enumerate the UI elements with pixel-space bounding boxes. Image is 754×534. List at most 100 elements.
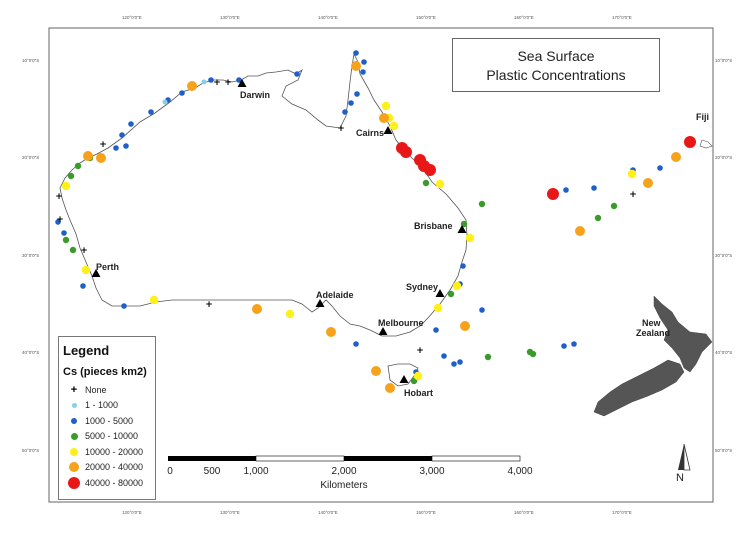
circle-marker-icon [63, 417, 85, 424]
sample-point [400, 146, 412, 158]
legend-title: Legend [63, 343, 110, 358]
sample-point [478, 200, 486, 208]
sample-point [643, 178, 653, 188]
sample-point [657, 165, 663, 171]
legend-subtitle: Cs (pieces km2) [63, 366, 147, 378]
sample-point [379, 113, 389, 123]
sample-point [422, 179, 430, 187]
sample-point [69, 246, 77, 254]
sample-point [561, 343, 567, 349]
sample-point [413, 371, 423, 381]
sample-point [294, 71, 300, 77]
new-zealand-south-island [593, 359, 685, 417]
label-new-zealand-2: Zealand [636, 328, 671, 338]
sample-point [529, 350, 537, 358]
circle-marker-icon [63, 462, 85, 473]
sample-point [627, 169, 637, 179]
plus-marker-icon: + [70, 383, 78, 396]
sample-point [201, 79, 207, 85]
sample-point [348, 100, 354, 106]
lon-top-140: 140°0'0"E [318, 15, 338, 20]
sample-point [361, 59, 367, 65]
scale-label-4000: 4,000 [507, 466, 533, 477]
legend-item-label: None [85, 384, 107, 395]
no-sample-marker: + [99, 140, 107, 150]
sample-point [252, 304, 262, 314]
sample-point [128, 121, 134, 127]
sample-point [81, 265, 91, 275]
sample-point [460, 220, 468, 228]
lon-top-130: 130°0'0"E [220, 15, 240, 20]
scale-unit: Kilometers [320, 480, 368, 491]
sample-point [371, 366, 381, 376]
lon-bottom-140: 140°0'0"E [318, 510, 338, 515]
scale-label-3000: 3,000 [419, 466, 445, 477]
lon-bottom-120: 120°0'0"E [122, 510, 142, 515]
no-sample-marker: + [56, 215, 64, 225]
sample-point [208, 77, 214, 83]
lat-right-40: 40°0'0"S [715, 350, 733, 355]
scale-label-1000: 1,000 [243, 466, 269, 477]
fiji-island [699, 139, 713, 149]
sample-point [460, 321, 470, 331]
no-sample-marker: + [416, 346, 424, 356]
city-triangle-icon [378, 327, 388, 335]
lon-top-150: 150°0'0"E [416, 15, 436, 20]
sample-point [123, 143, 129, 149]
scale-bar [168, 455, 521, 462]
sample-point [67, 172, 75, 180]
circle-marker-icon [63, 447, 85, 456]
sample-point [435, 179, 445, 189]
no-sample-marker: + [224, 78, 232, 88]
no-sample-marker: + [80, 246, 88, 256]
sample-point [353, 50, 359, 56]
no-sample-marker: + [337, 124, 345, 134]
sample-point [591, 185, 597, 191]
map-title-box: Sea Surface Plastic Concentrations [452, 38, 660, 92]
legend-item-label: 40000 - 80000 [85, 477, 144, 488]
city-markers [91, 79, 467, 383]
sample-point [149, 295, 159, 305]
sample-point [61, 230, 67, 236]
city-triangle-icon [237, 79, 247, 87]
north-arrow [678, 443, 691, 471]
sample-point [594, 214, 602, 222]
sample-point [452, 281, 462, 291]
sample-point [342, 109, 348, 115]
legend-item: 40000 - 80000 [63, 475, 155, 491]
lon-top-120: 120°0'0"E [122, 15, 142, 20]
sample-point [113, 145, 119, 151]
sample-point [457, 359, 463, 365]
city-triangle-icon [399, 375, 409, 383]
sample-point [353, 341, 359, 347]
legend-item: 1000 - 5000 [63, 413, 155, 429]
lon-top-160: 160°0'0"E [514, 15, 534, 20]
sample-point [424, 164, 436, 176]
lat-right-10: 10°0'0"S [715, 58, 733, 63]
label-new-zealand-1: New [642, 318, 661, 328]
map-title-line1: Sea Surface [517, 48, 595, 64]
sample-point [451, 361, 457, 367]
north-label: N [676, 472, 684, 484]
no-sample-marker: + [213, 78, 221, 88]
scale-label-0: 0 [167, 466, 173, 477]
sample-point [479, 307, 485, 313]
legend-item: 1 - 1000 [63, 398, 155, 414]
lat-left-40: 40°0'0"S [22, 350, 40, 355]
sample-point [121, 303, 127, 309]
city-triangle-icon [315, 299, 325, 307]
sample-point [96, 153, 106, 163]
sample-point [671, 152, 681, 162]
scale-segment [255, 455, 345, 462]
scale-segment [168, 456, 256, 461]
legend-item: 20000 - 40000 [63, 460, 155, 476]
label-brisbane: Brisbane [414, 221, 453, 231]
sample-point [465, 233, 475, 243]
sample-point [385, 383, 395, 393]
lat-right-30: 30°0'0"S [715, 253, 733, 258]
sample-point [162, 99, 168, 105]
sample-point [484, 353, 492, 361]
city-triangle-icon [435, 289, 445, 297]
lat-left-30: 30°0'0"S [22, 253, 40, 258]
